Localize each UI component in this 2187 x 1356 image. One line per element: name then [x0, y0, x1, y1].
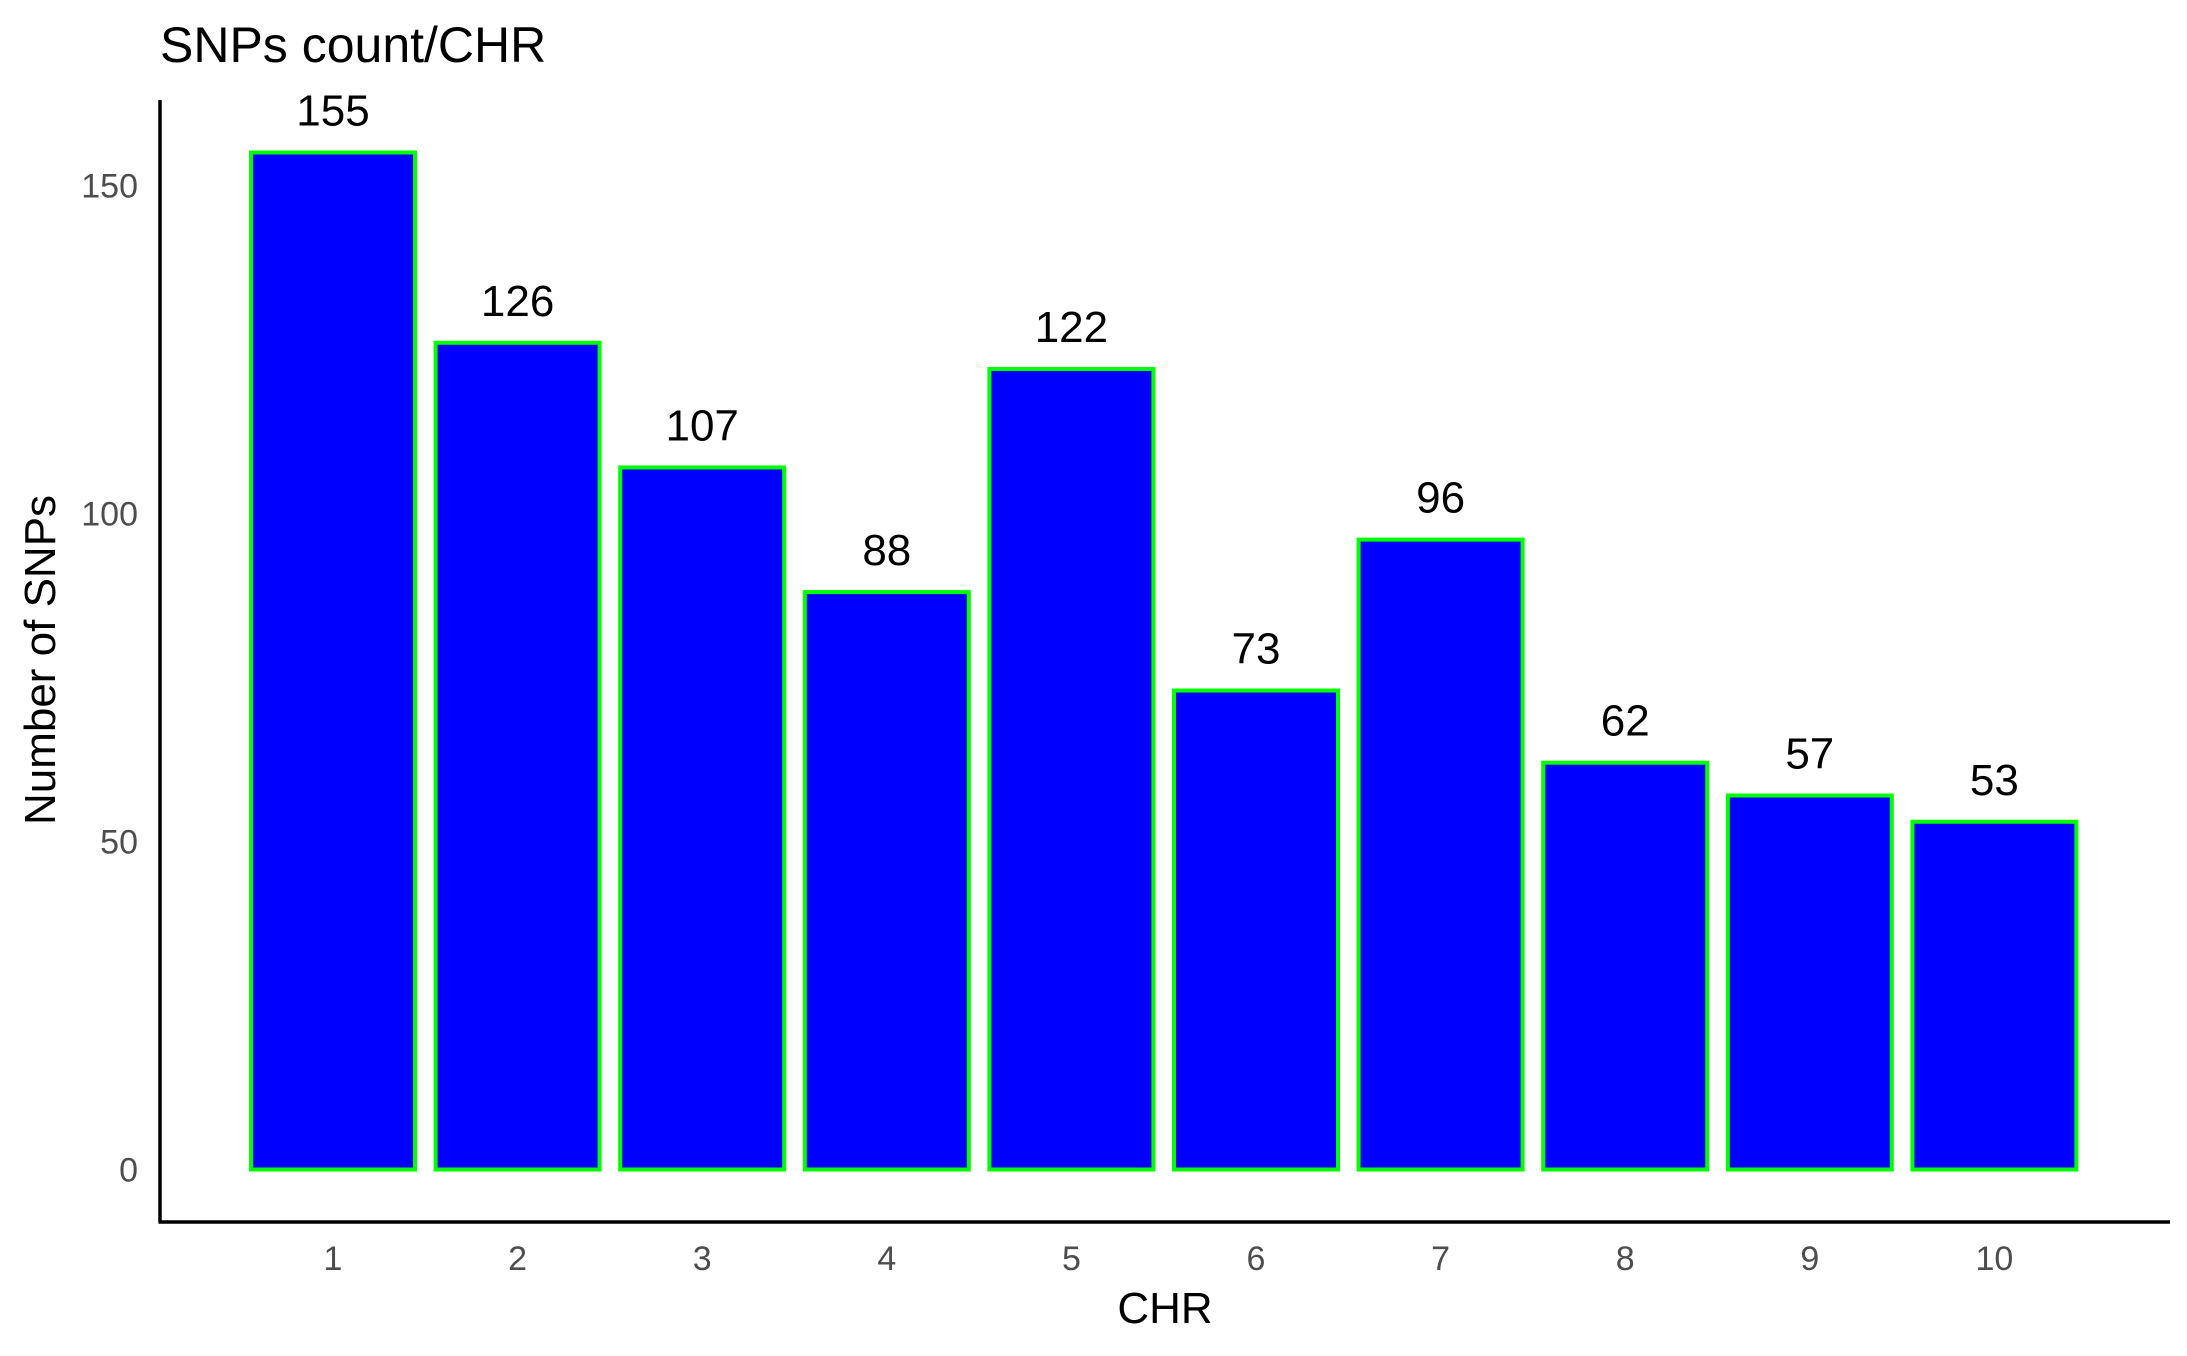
data-labels-group: 155 126 107 88 122 73 96 62 57 53	[296, 86, 2019, 804]
y-axis-title: Number of SNPs	[16, 495, 65, 825]
x-tick-label: 7	[1431, 1240, 1450, 1278]
y-tick-label: 0	[119, 1152, 138, 1190]
x-tick-label: 5	[1062, 1240, 1081, 1278]
bar-chr-2	[433, 340, 602, 1172]
data-label-chr-5: 122	[1035, 303, 1108, 352]
x-tick-label: 3	[693, 1240, 712, 1278]
data-label-chr-1: 155	[296, 86, 369, 135]
x-tick-label: 6	[1247, 1240, 1266, 1278]
x-tick-label: 8	[1616, 1240, 1635, 1278]
data-label-chr-9: 57	[1785, 730, 1834, 779]
data-label-chr-10: 53	[1970, 756, 2019, 805]
bar-chr-7	[1356, 537, 1525, 1172]
y-tick-label: 50	[100, 823, 138, 861]
y-tick-label: 150	[81, 167, 138, 205]
x-axis-title: CHR	[1117, 1284, 1212, 1333]
data-label-chr-7: 96	[1416, 474, 1465, 523]
x-tick-label: 2	[508, 1240, 527, 1278]
x-tick-label: 10	[1975, 1240, 2013, 1278]
bar-chr-5	[987, 367, 1156, 1172]
chart-title: SNPs count/CHR	[160, 17, 546, 73]
x-tick-label: 9	[1800, 1240, 1819, 1278]
y-tick-label: 100	[81, 495, 138, 533]
bar-chr-3	[618, 465, 787, 1172]
x-tick-labels: 1 2 3 4 5 6 7 8 9 10	[324, 1240, 2014, 1278]
bar-chr-6	[1172, 688, 1340, 1172]
bars-group	[249, 150, 2079, 1172]
data-label-chr-8: 62	[1601, 697, 1650, 746]
data-label-chr-4: 88	[862, 526, 911, 575]
data-label-chr-3: 107	[665, 401, 738, 450]
data-label-chr-6: 73	[1232, 625, 1281, 674]
bar-chr-9	[1725, 793, 1894, 1172]
bar-chr-10	[1910, 819, 2079, 1172]
bar-chr-1	[249, 150, 417, 1172]
bar-chr-8	[1541, 760, 1710, 1172]
bar-chr-4	[802, 590, 971, 1172]
x-tick-label: 4	[877, 1240, 896, 1278]
y-tick-labels: 0 50 100 150	[81, 167, 138, 1189]
x-tick-label: 1	[324, 1240, 343, 1278]
data-label-chr-2: 126	[481, 277, 554, 326]
